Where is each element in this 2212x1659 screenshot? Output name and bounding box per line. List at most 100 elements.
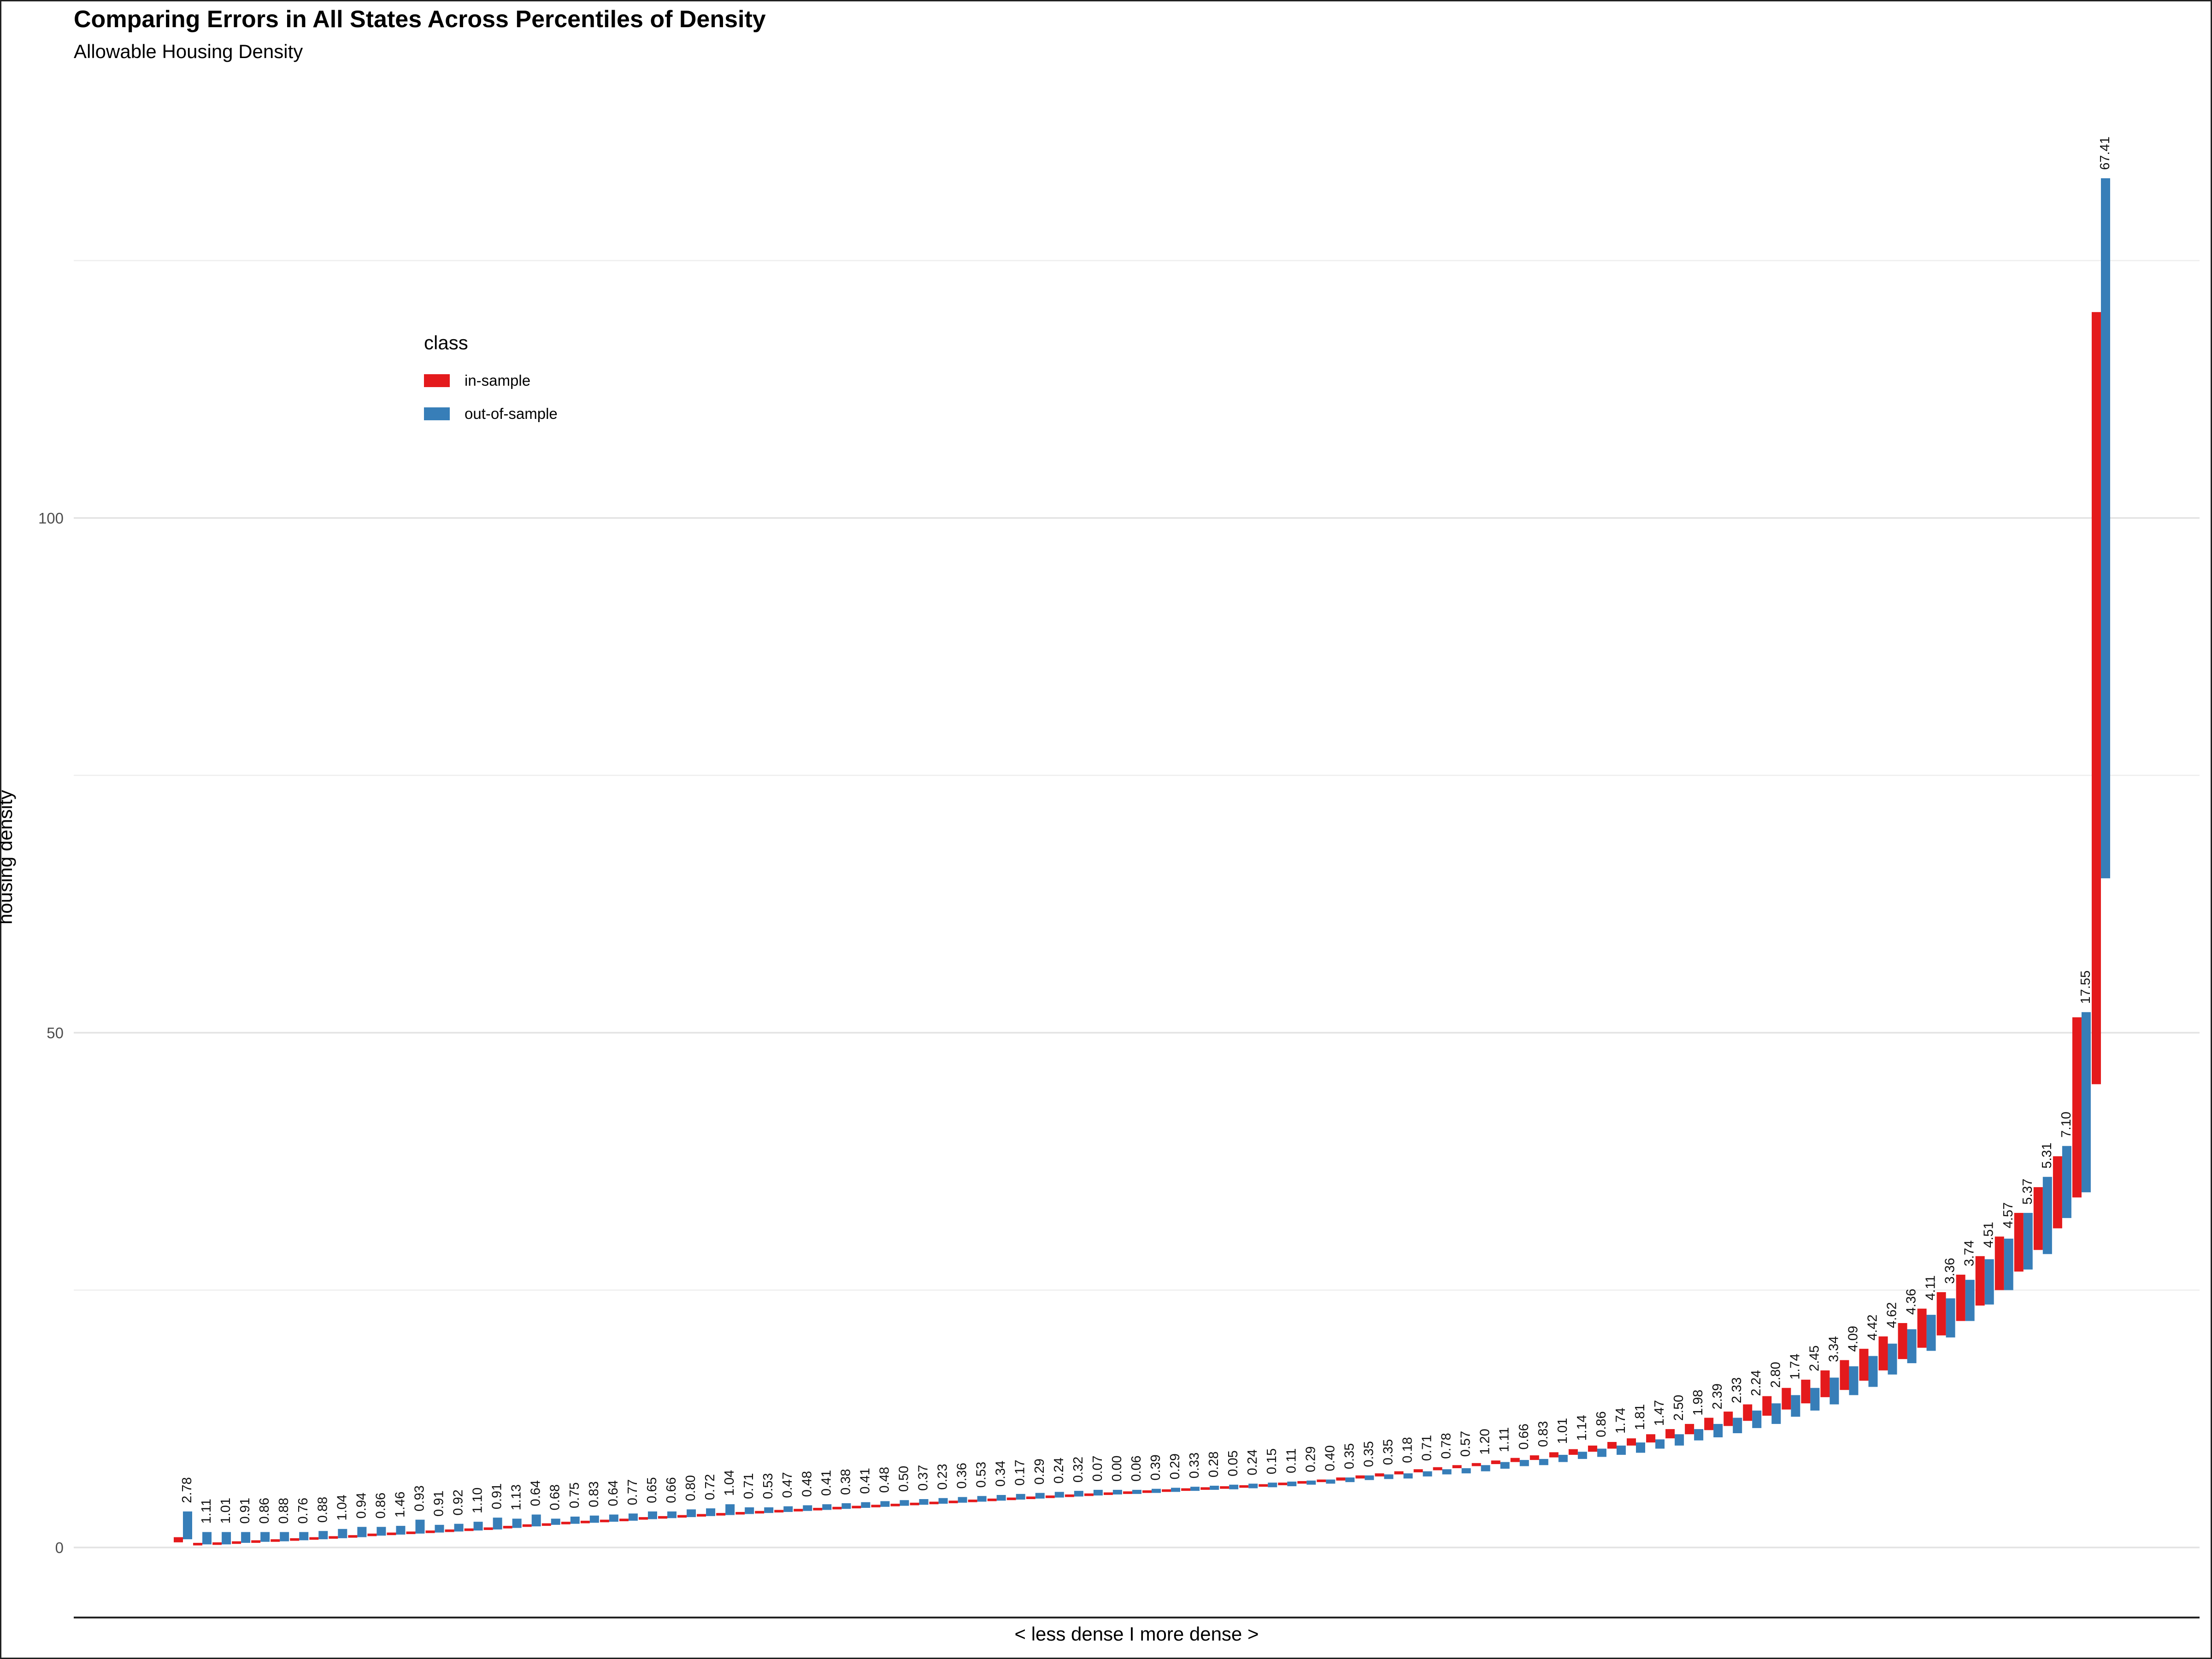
data-label: 0.86 — [257, 1498, 272, 1524]
data-label: 0.75 — [567, 1483, 582, 1508]
chart-title: Comparing Errors in All States Across Pe… — [74, 6, 766, 33]
data-label: 2.24 — [1749, 1370, 1764, 1396]
bar-out-of-sample — [1810, 1388, 1820, 1411]
bar-in-sample — [561, 1522, 571, 1524]
bar-out-of-sample — [783, 1506, 793, 1512]
bar-in-sample — [871, 1505, 881, 1507]
bar-out-of-sample — [1500, 1462, 1510, 1469]
bar-out-of-sample — [1733, 1418, 1742, 1434]
bar-out-of-sample — [628, 1513, 638, 1521]
bar-out-of-sample — [1345, 1477, 1355, 1483]
bar-in-sample — [1239, 1485, 1249, 1488]
data-label: 4.57 — [2001, 1202, 2016, 1228]
bar-out-of-sample — [241, 1532, 251, 1543]
legend-swatch-in-sample — [424, 374, 450, 387]
bar-out-of-sample — [1539, 1459, 1548, 1465]
bar-in-sample — [697, 1514, 706, 1517]
data-label: 1.74 — [1613, 1408, 1628, 1434]
data-label: 4.11 — [1924, 1275, 1938, 1300]
bar-out-of-sample — [1384, 1474, 1394, 1479]
bar-out-of-sample — [2042, 1177, 2052, 1254]
bar-in-sample — [1878, 1336, 1888, 1371]
bar-out-of-sample — [1926, 1315, 1936, 1351]
data-label: 0.53 — [761, 1473, 776, 1499]
data-label: 0.36 — [955, 1463, 970, 1488]
data-label: 1.46 — [393, 1492, 407, 1518]
bar-in-sample — [1297, 1481, 1307, 1484]
data-label: 0.57 — [1459, 1431, 1473, 1457]
data-label: 2.80 — [1768, 1362, 1783, 1388]
bar-out-of-sample — [1152, 1488, 1161, 1493]
data-label: 1.13 — [509, 1484, 524, 1510]
bar-out-of-sample — [1868, 1356, 1878, 1387]
bar-out-of-sample — [1306, 1480, 1316, 1485]
bar-out-of-sample — [2081, 1012, 2091, 1193]
legend: class in-sample out-of-sample — [424, 332, 558, 430]
data-label: 0.83 — [587, 1481, 601, 1507]
bar-in-sample — [2091, 312, 2101, 1084]
data-label: 0.86 — [373, 1493, 388, 1518]
legend-swatch-out-of-sample — [424, 407, 450, 420]
data-label: 1.47 — [1652, 1400, 1667, 1426]
bar-in-sample — [1336, 1477, 1346, 1481]
data-label: 0.80 — [683, 1475, 698, 1501]
bar-out-of-sample — [647, 1511, 657, 1519]
bar-out-of-sample — [183, 1511, 192, 1540]
bar-in-sample — [1646, 1434, 1656, 1443]
data-label: 0.05 — [1226, 1450, 1241, 1476]
bar-out-of-sample — [1519, 1460, 1529, 1466]
data-label: 0.41 — [819, 1470, 834, 1496]
data-label: 2.39 — [1710, 1383, 1725, 1409]
bar-in-sample — [483, 1527, 493, 1530]
bar-in-sample — [2014, 1212, 2024, 1272]
bar-in-sample — [2033, 1187, 2043, 1250]
bar-out-of-sample — [589, 1515, 599, 1523]
bar-out-of-sample — [706, 1508, 716, 1516]
bar-in-sample — [735, 1512, 745, 1515]
bar-out-of-sample — [1577, 1452, 1587, 1459]
data-label: 0.86 — [1594, 1411, 1609, 1437]
bar-out-of-sample — [996, 1495, 1006, 1501]
data-label: 0.39 — [1148, 1454, 1163, 1480]
bar-in-sample — [1123, 1491, 1132, 1494]
bar-in-sample — [1627, 1438, 1636, 1446]
y-tick-label: 100 — [38, 510, 64, 527]
data-label: 0.18 — [1400, 1437, 1415, 1463]
bar-out-of-sample — [1093, 1489, 1103, 1496]
bar-out-of-sample — [473, 1522, 483, 1531]
bar-out-of-sample — [919, 1499, 929, 1505]
bar-in-sample — [2072, 1017, 2082, 1198]
bar-out-of-sample — [551, 1518, 560, 1525]
bar-out-of-sample — [1229, 1484, 1239, 1489]
data-label: 4.09 — [1846, 1326, 1860, 1352]
legend-item-in-sample: in-sample — [424, 364, 558, 397]
data-label: 0.29 — [1303, 1446, 1318, 1472]
bar-in-sample — [1549, 1452, 1559, 1458]
data-label: 0.38 — [838, 1469, 853, 1494]
bar-in-sample — [987, 1498, 997, 1501]
bar-in-sample — [541, 1523, 551, 1526]
bar-in-sample — [1762, 1396, 1772, 1416]
bar-out-of-sample — [938, 1498, 948, 1504]
data-label: 1.01 — [1555, 1418, 1570, 1444]
data-label: 1.98 — [1691, 1389, 1706, 1415]
bar-out-of-sample — [900, 1500, 909, 1506]
bar-out-of-sample — [1403, 1473, 1413, 1479]
bar-out-of-sample — [1616, 1445, 1626, 1455]
legend-label-in-sample: in-sample — [465, 372, 531, 389]
bar-out-of-sample — [1035, 1493, 1045, 1499]
bar-in-sample — [1801, 1379, 1811, 1404]
bar-out-of-sample — [1268, 1483, 1277, 1488]
data-label: 2.50 — [1671, 1395, 1686, 1421]
bar-in-sample — [1820, 1370, 1830, 1397]
data-label: 0.91 — [432, 1490, 447, 1516]
data-label: 1.01 — [218, 1498, 233, 1524]
bar-in-sample — [329, 1536, 338, 1539]
y-axis-label: housing density — [0, 790, 16, 924]
bar-in-sample — [1220, 1486, 1230, 1489]
bar-out-of-sample — [1984, 1259, 1994, 1305]
bar-in-sample — [387, 1532, 396, 1535]
bar-in-sample — [2053, 1156, 2062, 1229]
data-label: 0.33 — [1187, 1453, 1202, 1478]
data-label: 0.76 — [296, 1498, 311, 1524]
